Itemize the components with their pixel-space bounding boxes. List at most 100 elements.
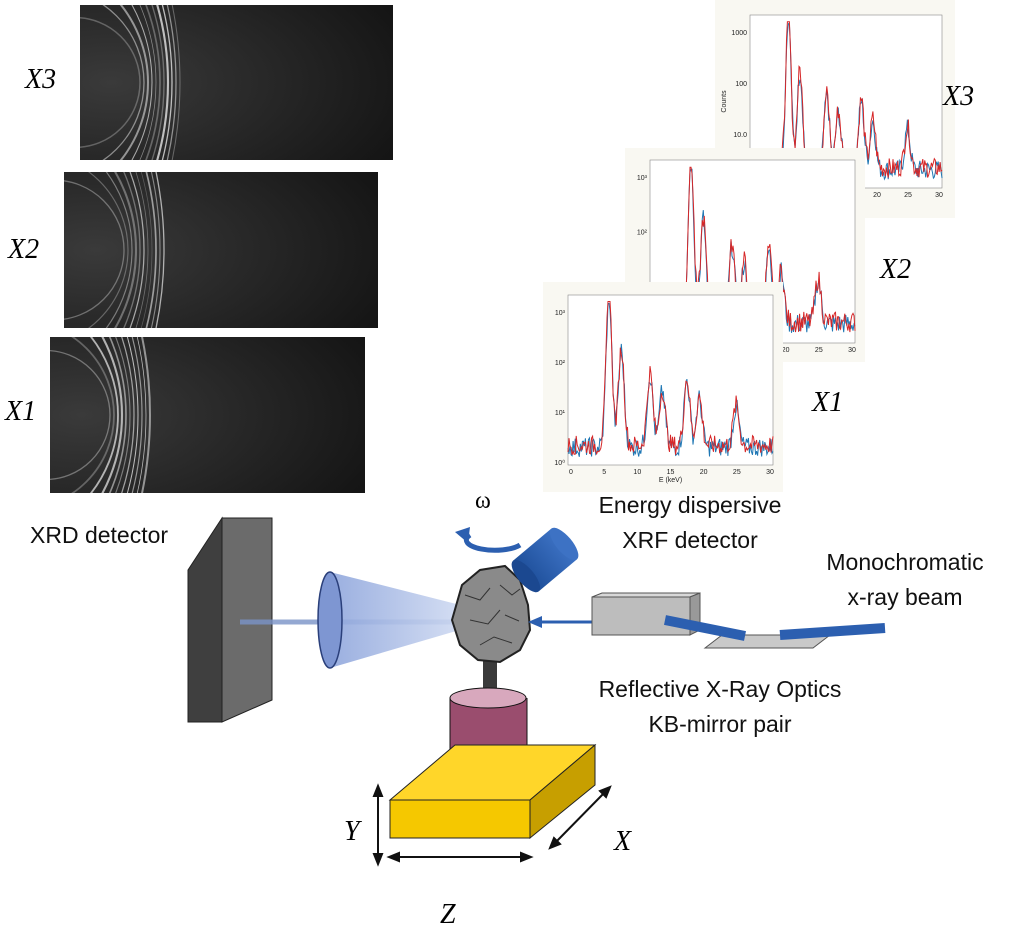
diffraction-images <box>50 5 393 493</box>
diffraction-ring <box>140 172 153 328</box>
y-tick-label: 10² <box>555 360 566 367</box>
xrf-label: Energy dispersive <box>599 492 782 518</box>
incoming-beam <box>779 623 886 640</box>
beam-head <box>528 616 542 628</box>
xrf-label: XRF detector <box>622 527 758 553</box>
mirror-1 <box>591 596 691 636</box>
diffraction-ring <box>131 337 143 493</box>
optics-label: KB-mirror pair <box>648 711 791 737</box>
reflected-beam <box>664 615 746 641</box>
diffraction-ring <box>166 5 177 160</box>
sample <box>450 564 532 664</box>
diffraction-ring <box>156 5 169 160</box>
stage-front <box>389 799 531 839</box>
setup-diagram <box>187 516 886 867</box>
x-tick-label: 30 <box>935 192 943 199</box>
diffraction-ring <box>113 172 137 328</box>
cylinder-top <box>449 687 527 709</box>
diffraction-image <box>80 5 393 160</box>
y-axis-label: Counts <box>721 90 728 113</box>
y-tick-label: 10³ <box>555 310 566 317</box>
y-tick-label: 1000 <box>731 30 747 37</box>
beam-label: Monochromatic <box>826 549 983 575</box>
diffraction-image <box>50 337 365 493</box>
y-tick-label: 10² <box>637 229 648 236</box>
diffraction-ring <box>64 180 125 320</box>
diffraction-ring <box>80 17 141 148</box>
spectrum-label: X1 <box>811 387 843 418</box>
spectrum-label: X2 <box>879 254 911 285</box>
diffraction-ring <box>151 5 165 160</box>
image-background <box>50 337 365 493</box>
axis-label: Y <box>344 816 363 847</box>
diffraction-ring <box>50 350 111 480</box>
diffraction-ring <box>131 5 153 160</box>
x-tick-label: 15 <box>667 469 675 476</box>
x-axis-label: E (keV) <box>659 477 682 484</box>
spectrum-curve <box>567 301 774 456</box>
cone-base <box>317 571 343 669</box>
spectrum-panel: 0 5 10 15 20 25 30 10⁰ 10¹ 10² 10³ E (keV) <box>543 282 783 492</box>
diffraction-ring <box>136 337 147 493</box>
rings <box>64 172 165 328</box>
diffraction-ring <box>121 337 135 493</box>
image-label: X2 <box>7 234 39 265</box>
image-background <box>64 172 378 328</box>
diffraction-ring <box>87 172 129 328</box>
omega-label: ω <box>475 488 491 514</box>
y-tick-label: 10.0 <box>733 132 747 139</box>
diffraction-image <box>64 172 378 328</box>
diffraction-ring <box>105 172 133 328</box>
diffraction-ring <box>171 5 181 160</box>
x-tick-label: 20 <box>700 469 708 476</box>
diffraction-ring <box>150 172 161 328</box>
xrd-label: XRD detector <box>30 522 168 548</box>
omega-arrowhead <box>455 527 470 543</box>
y-tick-label: 10¹ <box>555 410 566 417</box>
x-tick-label: 20 <box>782 347 790 354</box>
sample-rod <box>483 650 497 700</box>
diffraction-ring <box>140 337 151 493</box>
diffraction-ring <box>126 337 139 493</box>
beam-label: x-ray beam <box>847 584 962 610</box>
diffraction-ring <box>89 337 119 493</box>
x-tick-label: 0 <box>569 469 573 476</box>
y-tick-label: 10⁰ <box>554 459 565 467</box>
stage-side <box>529 743 596 840</box>
diffraction-ring <box>155 172 165 328</box>
sample-texture <box>464 584 521 646</box>
diffraction-ring <box>119 5 149 160</box>
y-tick-label: 100 <box>735 81 747 88</box>
rings <box>50 337 151 493</box>
image-label: X1 <box>4 396 36 427</box>
xrf-detector <box>511 527 579 593</box>
diffraction-ring <box>71 337 115 493</box>
diffraction-ring <box>101 337 123 493</box>
mirror-1-top <box>591 592 701 598</box>
x-tick-label: 5 <box>602 469 606 476</box>
diffraction-cone <box>330 572 480 668</box>
xrd-detector-side <box>187 516 223 723</box>
diffraction-ring <box>123 172 141 328</box>
diffraction-ring <box>108 337 127 493</box>
diffraction-ring <box>135 172 149 328</box>
axis-label: Z <box>440 899 456 930</box>
spectrum-label: X3 <box>942 81 974 112</box>
x-tick-label: 30 <box>766 469 774 476</box>
x-tick-label: 20 <box>873 192 881 199</box>
diffraction-ring <box>129 172 145 328</box>
diffraction-ring <box>102 5 145 160</box>
image-background <box>80 5 393 160</box>
x-tick-label: 10 <box>633 469 641 476</box>
x-tick-label: 25 <box>815 347 823 354</box>
y-tick-label: 10³ <box>637 175 648 182</box>
x-tick-label: 25 <box>904 192 912 199</box>
diffraction-ring <box>161 5 173 160</box>
axis-arrows <box>372 783 612 867</box>
x-tick-label: 30 <box>848 347 856 354</box>
omega-arrow <box>463 532 522 553</box>
diffraction-ring <box>145 172 157 328</box>
image-label: X3 <box>24 64 56 95</box>
